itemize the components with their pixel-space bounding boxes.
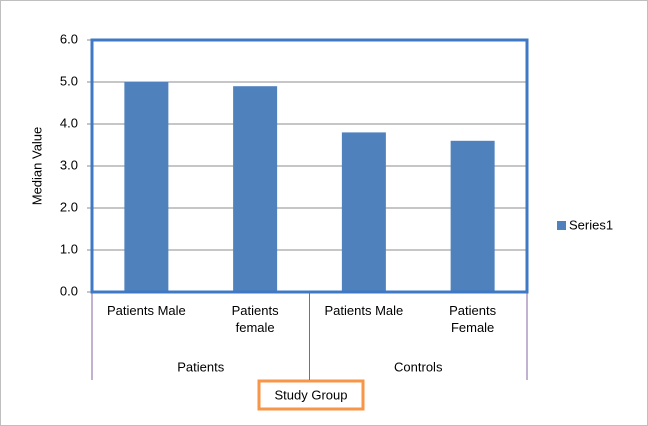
x-tick-label: Patients Female	[449, 303, 497, 335]
x-tick-label: Patients Male	[324, 303, 404, 318]
x-tick-label-box: Patients female	[231, 303, 279, 335]
x-tick-label: Patients female	[231, 303, 279, 335]
bar	[124, 82, 169, 292]
y-tick-label: 5.0	[60, 73, 78, 88]
bar	[341, 132, 386, 292]
bar	[450, 140, 495, 292]
y-tick-label: 2.0	[60, 199, 78, 214]
y-tick-label: 1.0	[60, 241, 78, 256]
bar	[233, 86, 278, 292]
x-axis-label-box	[257, 379, 365, 411]
x-axis-label: Study Group	[275, 387, 348, 402]
x-tick-label-box: Patients Male	[324, 303, 404, 318]
y-tick-label: 3.0	[60, 157, 78, 172]
y-tick-label: 4.0	[60, 115, 78, 130]
plot-frame	[90, 38, 529, 294]
x-tick-label-box: Patients Female	[449, 303, 497, 335]
y-tick-label: 6.0	[60, 31, 78, 46]
group-label: Controls	[394, 359, 443, 374]
y-axis-label: Median Value	[29, 127, 44, 206]
x-tick-label-box: Patients Male	[106, 303, 186, 318]
group-label: Patients	[177, 359, 224, 374]
x-tick-label: Patients Male	[106, 303, 186, 318]
legend-swatch	[557, 221, 566, 230]
legend-label: Series1	[569, 217, 613, 232]
y-tick-label: 0.0	[60, 283, 78, 298]
